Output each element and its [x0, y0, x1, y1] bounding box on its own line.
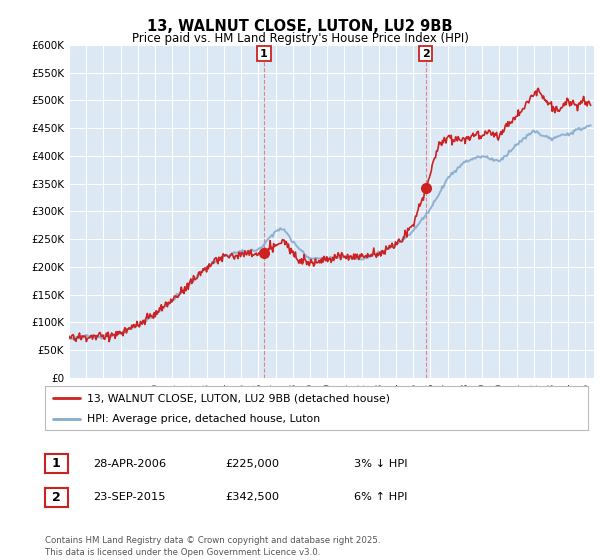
Text: 13, WALNUT CLOSE, LUTON, LU2 9BB (detached house): 13, WALNUT CLOSE, LUTON, LU2 9BB (detach…: [88, 393, 391, 403]
Text: 2: 2: [52, 491, 61, 504]
Text: Contains HM Land Registry data © Crown copyright and database right 2025.
This d: Contains HM Land Registry data © Crown c…: [45, 536, 380, 557]
Text: HPI: Average price, detached house, Luton: HPI: Average price, detached house, Luto…: [88, 414, 320, 424]
Text: 2: 2: [422, 49, 430, 59]
Text: 23-SEP-2015: 23-SEP-2015: [93, 492, 166, 502]
Text: 3% ↓ HPI: 3% ↓ HPI: [354, 459, 407, 469]
Text: 1: 1: [260, 49, 268, 59]
Text: £225,000: £225,000: [225, 459, 279, 469]
Text: 28-APR-2006: 28-APR-2006: [93, 459, 166, 469]
Text: £342,500: £342,500: [225, 492, 279, 502]
Text: 13, WALNUT CLOSE, LUTON, LU2 9BB: 13, WALNUT CLOSE, LUTON, LU2 9BB: [147, 19, 453, 34]
Text: Price paid vs. HM Land Registry's House Price Index (HPI): Price paid vs. HM Land Registry's House …: [131, 32, 469, 45]
Text: 1: 1: [52, 457, 61, 470]
Text: 6% ↑ HPI: 6% ↑ HPI: [354, 492, 407, 502]
